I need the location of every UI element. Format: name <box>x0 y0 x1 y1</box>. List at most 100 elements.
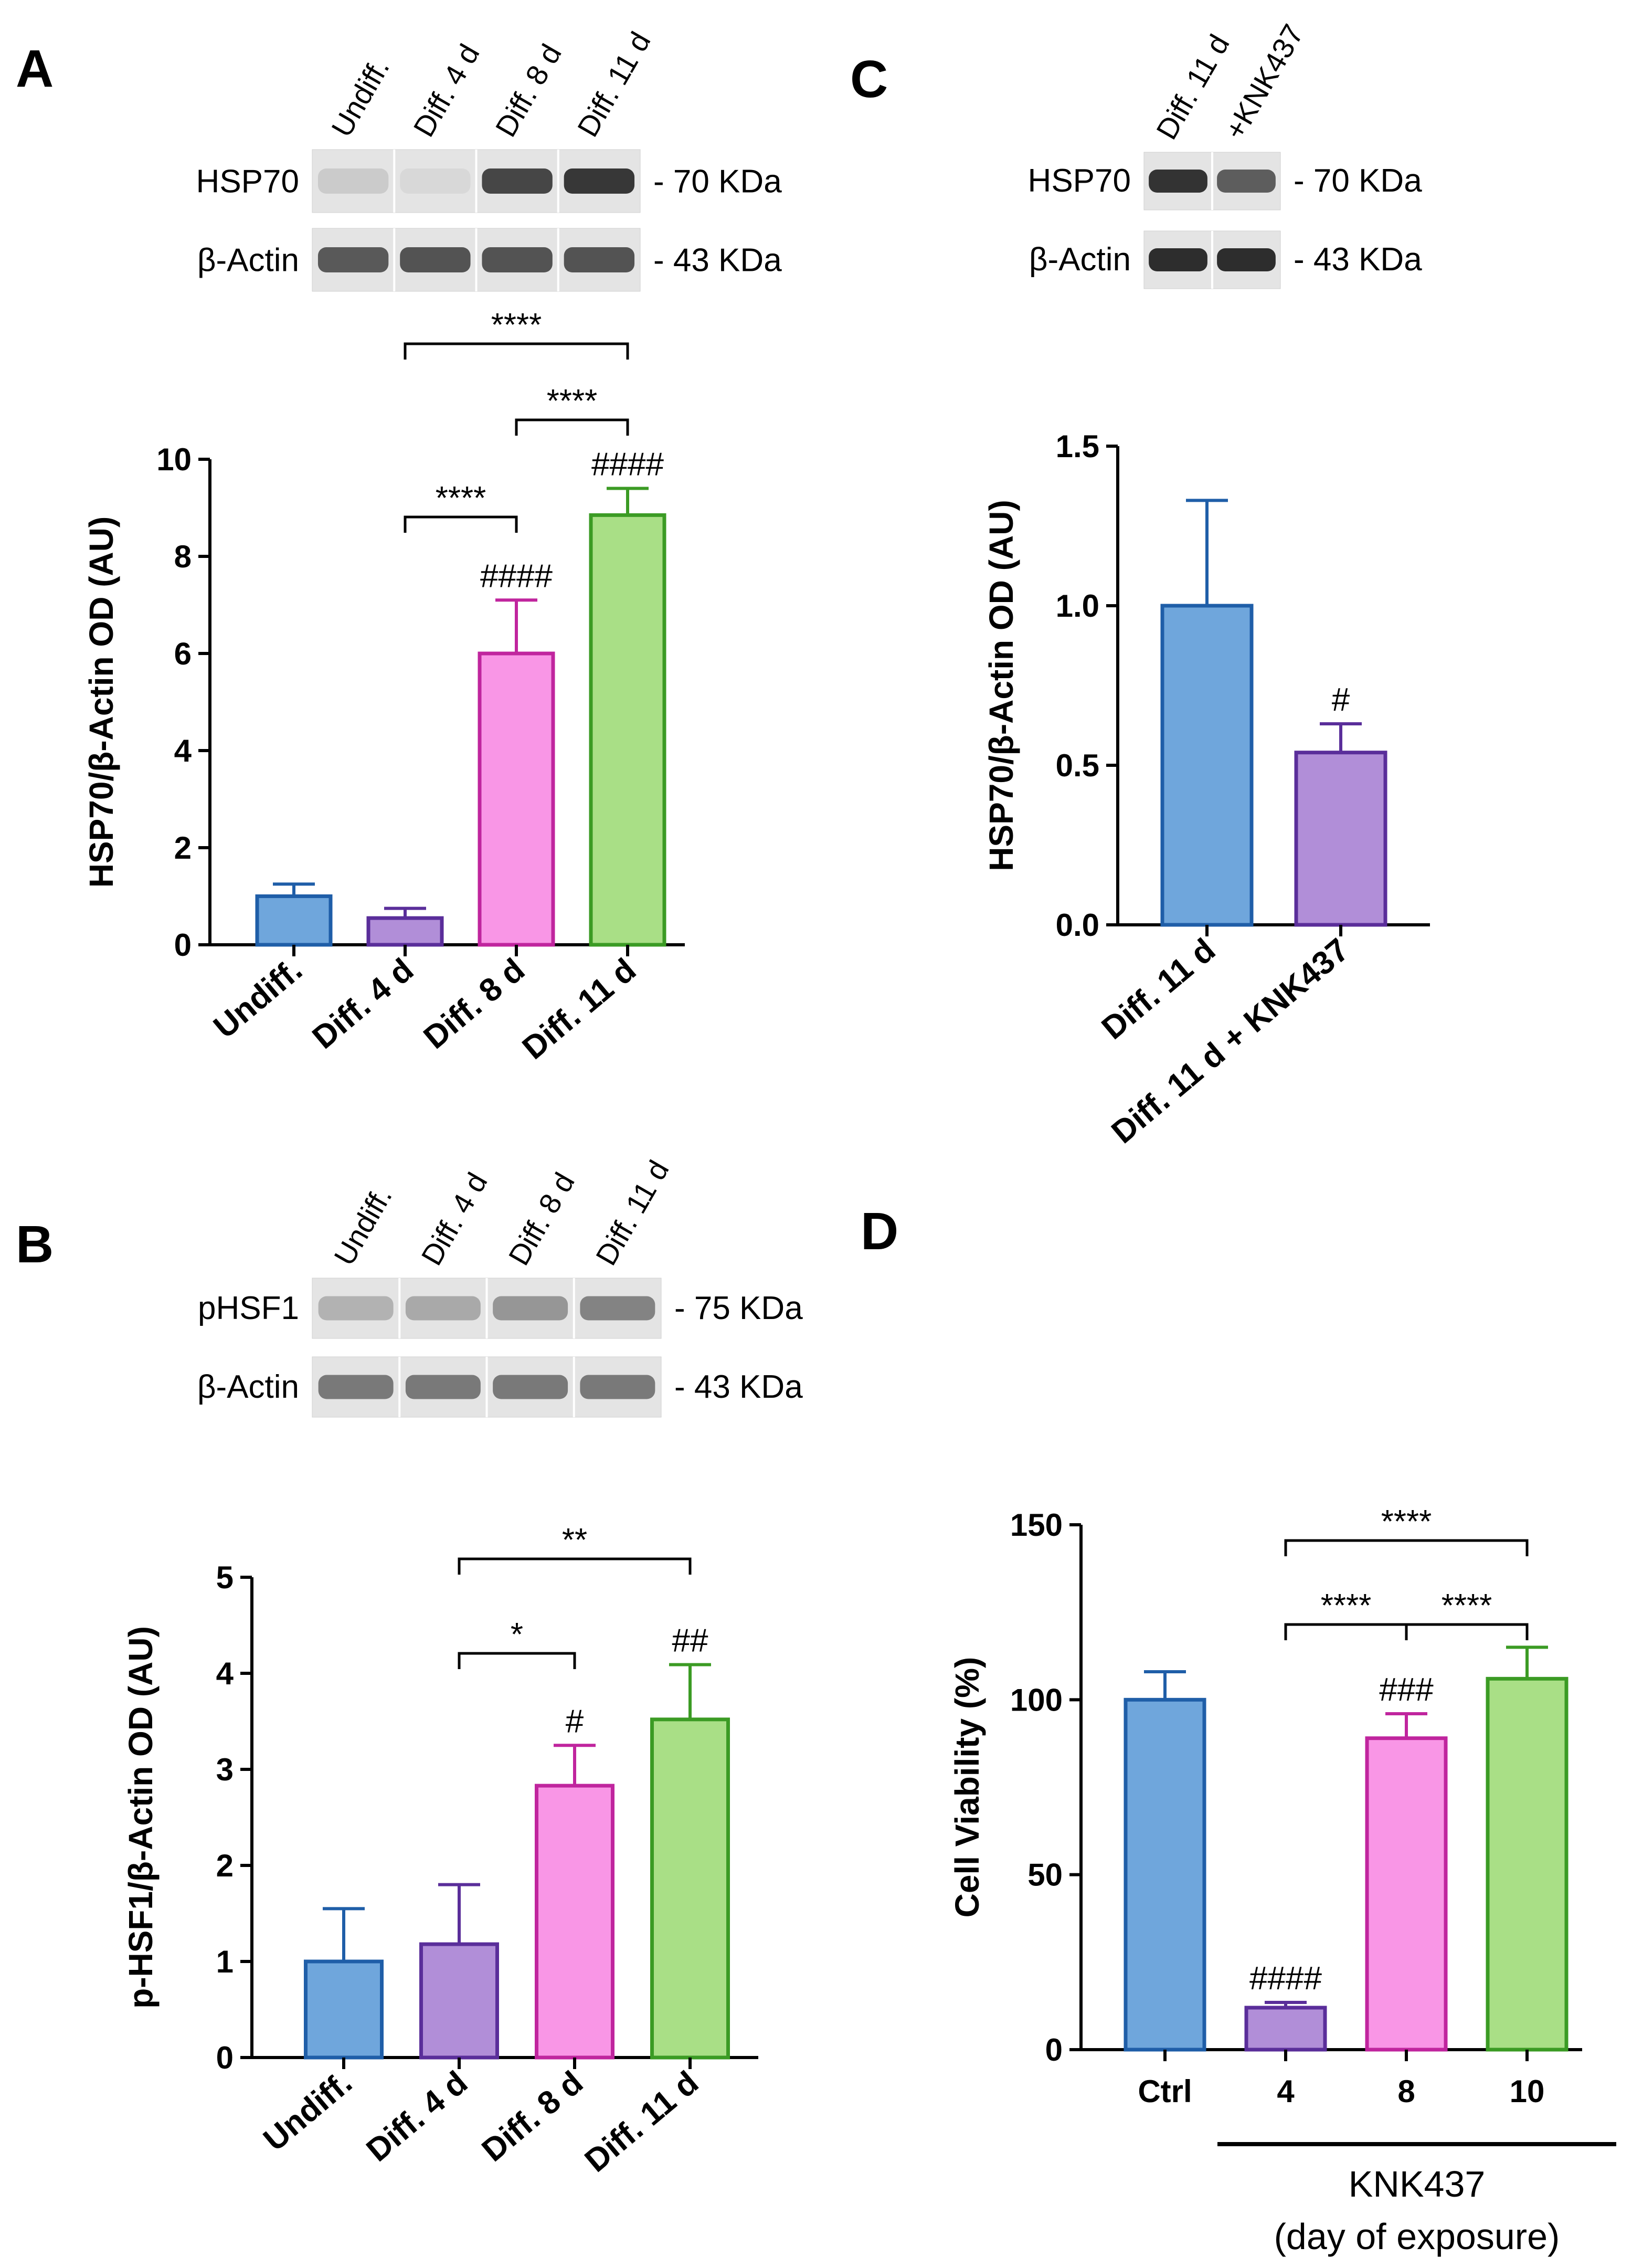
panel-c-bar-chart: 0.0 0.5 1.0 1.5 HSP70/β-Actin OD (AU) Diff. 1… <box>982 429 1430 1151</box>
y-axis-label: HSP70/β-Actin OD (AU) <box>982 500 1020 871</box>
y-tick-label: 1 <box>216 1944 234 1979</box>
blot-lane-label: Diff. 8 d <box>489 38 568 142</box>
y-tick-label: 150 <box>1010 1507 1063 1543</box>
blot-lane-label: Undiff. <box>325 52 396 142</box>
blot-band <box>580 1375 655 1399</box>
y-tick-label: 4 <box>216 1656 234 1691</box>
y-tick-label: 0.0 <box>1056 908 1099 943</box>
blot-lane-label: +KNK437 <box>1218 19 1310 145</box>
y-axis-label: HSP70/β-Actin OD (AU) <box>82 516 120 888</box>
blot-size-label: - 75 KDa <box>674 1290 803 1326</box>
blot-band <box>493 1296 568 1321</box>
x-category-label: Diff. 11 d <box>516 952 643 1067</box>
y-tick-label: 0 <box>216 2040 234 2075</box>
blot-band <box>482 247 553 272</box>
significance-label: **** <box>491 307 542 343</box>
x-category-label: Diff. 4 d <box>360 2064 474 2169</box>
significance-mark: # <box>1332 682 1350 718</box>
y-tick-label: 3 <box>216 1752 234 1787</box>
blot-band <box>318 1375 394 1399</box>
bar <box>650 1717 730 2060</box>
x-category-label: Diff. 8 d <box>475 2064 590 2169</box>
significance-bracket <box>1405 1623 1529 1640</box>
significance-bracket <box>404 342 629 360</box>
blot-protein-label: pHSF1 <box>198 1290 299 1326</box>
x-category-label: Diff. 8 d <box>417 952 532 1056</box>
blot-band <box>317 168 389 194</box>
y-axis-label: p-HSF1/β-Actin OD (AU) <box>122 1626 160 2009</box>
significance-mark: #### <box>1249 1960 1322 1997</box>
y-tick-label: 1.0 <box>1056 588 1099 624</box>
y-tick-label: 6 <box>174 636 192 671</box>
y-tick-label: 0.5 <box>1056 748 1099 783</box>
bar <box>304 1959 384 2060</box>
blot-lane-label: Diff. 8 d <box>502 1167 581 1271</box>
blot-protein-label: β-Actin <box>1029 241 1131 278</box>
blot-size-label: - 70 KDa <box>653 164 782 200</box>
y-tick-label: 100 <box>1010 1682 1063 1717</box>
significance-bracket <box>1284 1623 1408 1640</box>
x-category-label: Diff. 11 d <box>578 2064 705 2179</box>
y-axis-label: Cell Viability (%) <box>948 1657 986 1918</box>
blot-band <box>1149 248 1207 271</box>
blot-band <box>405 1375 481 1399</box>
significance-label: **** <box>1321 1588 1372 1624</box>
x-category-label: Undiff. <box>257 2064 359 2158</box>
significance-label: ** <box>562 1522 587 1558</box>
blot-band <box>580 1296 655 1321</box>
significance-mark: #### <box>480 558 553 594</box>
bar <box>419 1942 499 2060</box>
y-tick-label: 2 <box>174 830 192 866</box>
group-sublabel: (day of exposure) <box>1274 2216 1560 2257</box>
bar <box>589 513 666 947</box>
significance-mark: ## <box>672 1623 708 1659</box>
x-category-label: 4 <box>1277 2074 1295 2109</box>
significance-label: * <box>511 1617 523 1653</box>
significance-label: **** <box>1381 1504 1432 1540</box>
bar <box>1244 2006 1327 2052</box>
significance-bracket <box>515 418 629 436</box>
x-category-label: Undiff. <box>207 952 309 1046</box>
group-label: KNK437 <box>1349 2164 1486 2204</box>
blot-size-label: - 43 KDa <box>653 242 782 279</box>
blot-band <box>405 1296 481 1321</box>
bar <box>1486 1676 1569 2052</box>
panel-d-bar-chart: 0 50 100 150 Cell Viability (%) Ctrl #### 4 ### 8… <box>948 1504 1616 2257</box>
x-category-label: Diff. 11 d + KNK437 <box>1105 932 1356 1151</box>
blot-size-label: - 43 KDa <box>1294 241 1422 278</box>
blot-size-label: - 43 KDa <box>674 1369 803 1405</box>
x-category-label: 8 <box>1397 2074 1415 2109</box>
panel-d-label: D <box>861 1202 898 1261</box>
x-category-label: 10 <box>1510 2074 1545 2109</box>
y-tick-label: 8 <box>174 539 192 574</box>
significance-bracket <box>1284 1539 1529 1556</box>
blot-protein-label: HSP70 <box>1028 163 1131 199</box>
blot-band <box>1149 170 1207 193</box>
blot-lane-label: Diff. 11 d <box>589 1155 675 1271</box>
significance-bracket <box>404 515 518 533</box>
panel-b-western-blot: Undiff. Diff. 4 d Diff. 8 d Diff. 11 d pHSF1… <box>197 1155 803 1418</box>
bar <box>1365 1736 1448 2052</box>
y-tick-label: 2 <box>216 1848 234 1883</box>
x-category-label: Diff. 11 d <box>1095 932 1222 1047</box>
blot-band <box>1217 248 1276 271</box>
y-tick-label: 10 <box>156 442 192 477</box>
significance-bracket <box>458 1557 692 1575</box>
bar <box>535 1784 614 2060</box>
blot-band <box>564 247 635 272</box>
blot-protein-label: β-Actin <box>197 1369 299 1405</box>
x-category-label: Ctrl <box>1138 2074 1192 2109</box>
blot-size-label: - 70 KDa <box>1294 163 1422 199</box>
x-category-label: Diff. 4 d <box>306 952 420 1056</box>
blot-band <box>564 168 635 194</box>
blot-protein-label: HSP70 <box>196 164 299 200</box>
bar <box>255 894 333 947</box>
panel-b-label: B <box>16 1215 54 1274</box>
blot-lane-label: Undiff. <box>327 1181 398 1271</box>
significance-mark: ### <box>1379 1672 1434 1708</box>
bar <box>1124 1697 1206 2052</box>
significance-mark: #### <box>591 447 664 483</box>
significance-label: **** <box>436 480 486 516</box>
